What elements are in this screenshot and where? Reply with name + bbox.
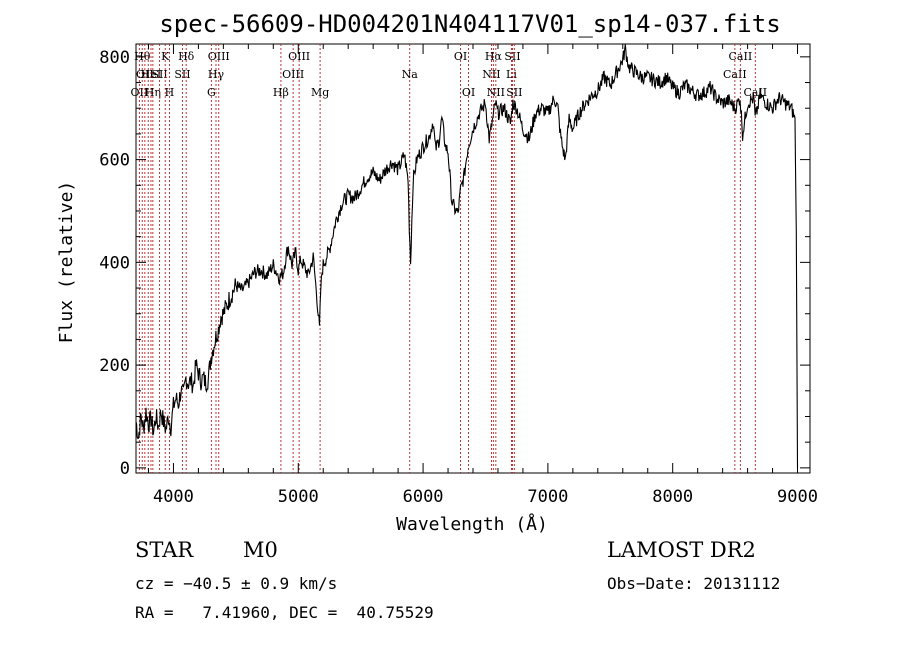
spectral-line-label: SII (174, 68, 190, 81)
y-tick-label: 200 (99, 356, 130, 376)
x-tick-label: 6000 (403, 487, 444, 507)
spectral-line-label: Hγ (208, 68, 225, 81)
spectral-line-label: Hη (145, 86, 161, 99)
spectral-line-label: OII (131, 86, 149, 99)
y-tick-label: 400 (99, 253, 130, 273)
spectrum-series-line (135, 44, 799, 468)
spectral-line-label: OI (462, 86, 475, 99)
redshift-cz: cz = −40.5 ± 0.9 km/s (135, 574, 338, 593)
spectral-line-label: Hα (485, 50, 503, 63)
spectral-line-label: H (165, 86, 175, 99)
observation-date: Obs−Date: 20131112 (607, 574, 781, 593)
spectral-line-label: NII (487, 86, 505, 99)
x-tick-label: 7000 (527, 487, 568, 507)
spectral-line-label: Na (402, 68, 419, 81)
spectral-line-label: SII (504, 50, 520, 63)
spectral-line-label: NII (482, 68, 500, 81)
spectral-line-label: SII (506, 86, 522, 99)
spectral-line-label: OIII (208, 50, 230, 63)
x-tick-label: 5000 (278, 487, 319, 507)
spectral-line-label: K (161, 50, 170, 63)
y-tick-label: 600 (99, 151, 130, 171)
x-axis-label: Wavelength (Å) (396, 513, 548, 535)
plot-area (135, 43, 811, 474)
spectral-line-label: Li (506, 68, 517, 81)
spectral-line-label: Hδ (178, 50, 195, 63)
spectral-line-label: CaII (729, 50, 753, 63)
emission-line-markers: OIIHθOIIHeIHηSIIKHSIIHδGHγOIIIHβOIIIOIII… (131, 44, 767, 473)
spectral-line-label: OIII (288, 50, 310, 63)
chart-title: spec-56609-HD004201N404117V01_sp14-037.f… (159, 10, 780, 38)
y-tick-label: 800 (99, 48, 130, 68)
x-tick-label: 4000 (153, 487, 194, 507)
survey-name: LAMOST DR2 (607, 538, 756, 562)
spectral-line-label: G (207, 86, 216, 99)
spectral-line-label: OI (454, 50, 467, 63)
object-subclass: M0 (243, 538, 278, 562)
spectral-line-label: CaII (723, 68, 747, 81)
spectral-line-label: Hβ (273, 86, 289, 99)
spectral-line-label: OII (136, 68, 154, 81)
spectral-line-label: OIII (282, 68, 304, 81)
y-tick-label: 0 (120, 459, 130, 479)
x-tick-label: 9000 (777, 487, 818, 507)
spectral-line-label: HeI (141, 68, 161, 81)
y-axis-label: Flux (relative) (56, 181, 77, 344)
spectral-line-label: SII (151, 68, 167, 81)
ra-dec-coordinates: RA = 7.41960, DEC = 40.75529 (135, 603, 434, 622)
x-tick-label: 8000 (652, 487, 693, 507)
spectral-line-label: Mg (311, 86, 329, 99)
object-class: STAR (135, 538, 194, 562)
axis-ticks: 4000 5000 6000 7000 8000 9000 0 200 400 600 800 (99, 44, 818, 507)
